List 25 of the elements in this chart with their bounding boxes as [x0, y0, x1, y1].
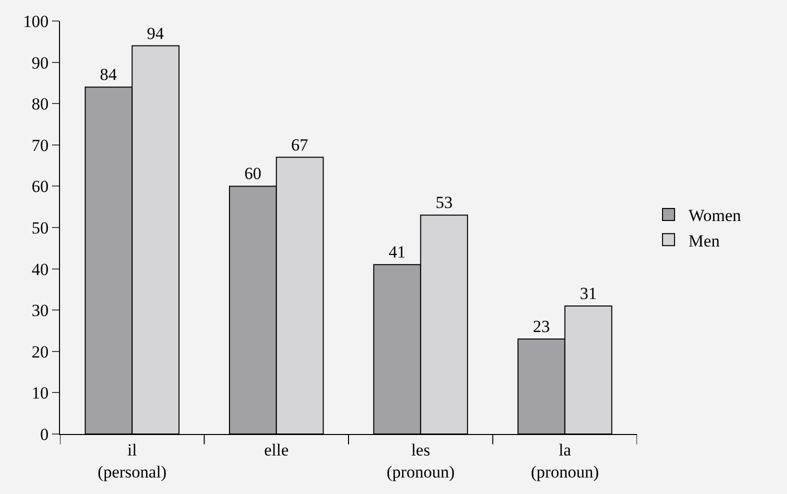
- legend-label: Men: [688, 231, 720, 250]
- y-tick-label: 20: [32, 342, 49, 362]
- x-tick-label: la (pronoun): [530, 440, 599, 482]
- legend-label: Women: [688, 206, 742, 226]
- x-tick-label: il (personal): [98, 440, 167, 482]
- y-tick-label: 80: [32, 94, 49, 114]
- data-label: 84: [100, 65, 118, 84]
- y-tick-label: 90: [32, 53, 49, 72]
- data-label: 94: [146, 24, 164, 43]
- y-tick-label: 70: [32, 136, 49, 155]
- y-tick-label: 60: [32, 177, 49, 196]
- y-tick-label: 10: [32, 384, 49, 403]
- y-tick-label: 0: [40, 424, 49, 444]
- x-tick-label: les (pronoun): [386, 440, 455, 482]
- data-label: 23: [532, 317, 550, 336]
- y-tick-label: 100: [23, 12, 49, 31]
- y-tick-label: 40: [32, 260, 49, 279]
- y-tick-label: 50: [32, 218, 49, 238]
- x-tick-label: elle: [264, 440, 289, 460]
- data-label: 31: [580, 284, 597, 303]
- data-label: 67: [291, 135, 309, 154]
- data-label: 53: [436, 193, 453, 212]
- data-label: 41: [388, 242, 406, 262]
- data-label: 60: [244, 164, 262, 184]
- y-tick-label: 30: [32, 301, 49, 320]
